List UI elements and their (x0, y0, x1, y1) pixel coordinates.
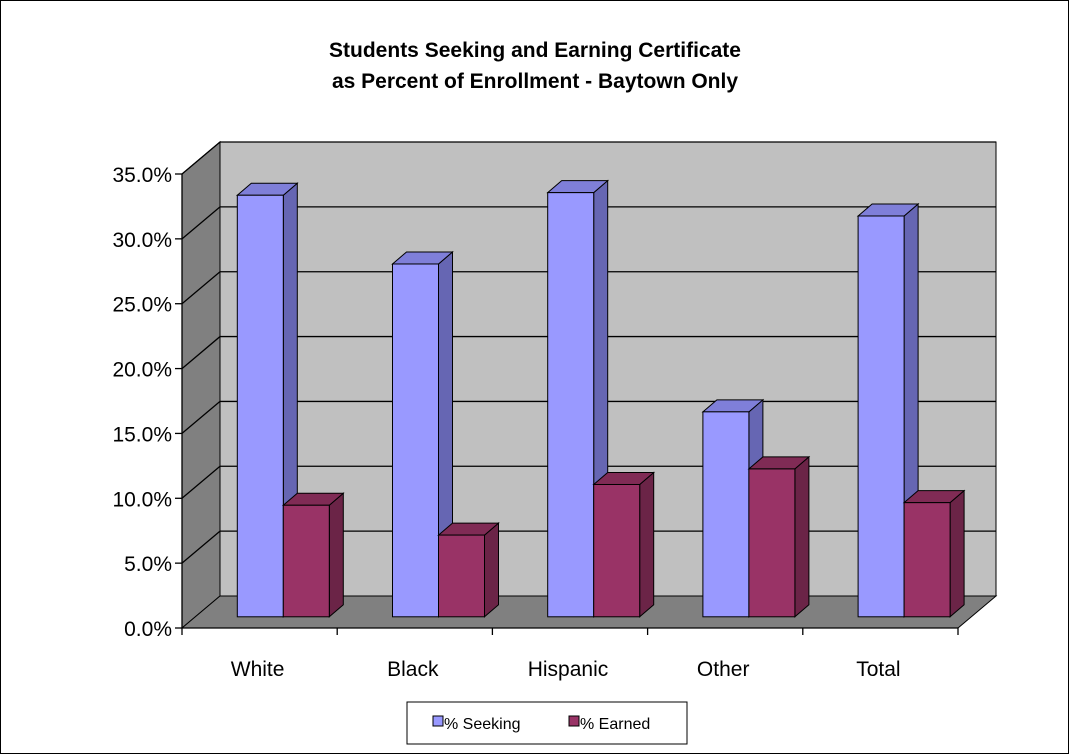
bar-side-white-earned (328, 492, 344, 618)
bar-side-hispanic-earned (639, 471, 655, 618)
side-wall (181, 140, 221, 630)
bar-side-black-earned (484, 521, 499, 618)
bar-white-seeking (236, 194, 284, 618)
bar-other-earned (748, 468, 796, 618)
x-tick-label: Total (856, 658, 900, 681)
legend-label-earned: % Earned (580, 716, 650, 733)
legend-swatch-seeking (432, 715, 444, 727)
plot-area: 0.0% 5.0% 10.0% 15.0% 20.0% 25.0% 30.0% 35.0% Wh… (112, 140, 998, 681)
y-tick-label: 35.0% (112, 164, 172, 187)
legend-label-seeking: % Seeking (444, 716, 521, 733)
x-tick-label: Hispanic (528, 658, 609, 681)
bar-side-other-earned (794, 455, 810, 618)
bar-other-seeking (702, 411, 750, 618)
y-tick-label: 5.0% (124, 553, 172, 576)
y-tick-label: 25.0% (112, 294, 172, 317)
gridline (181, 271, 996, 305)
legend-swatch-earned (568, 715, 580, 727)
bar-hispanic-earned (593, 483, 641, 618)
chart-title-line-2: as Percent of Enrollment - Baytown Only (332, 70, 738, 93)
bar-hispanic-seeking (547, 192, 595, 618)
y-tick-label: 0.0% (124, 618, 172, 641)
bar-total-seeking (857, 215, 905, 618)
bar-white-earned (282, 504, 330, 618)
bar-black-earned (438, 534, 485, 618)
x-tick-label: Other (697, 658, 750, 681)
bar-black-seeking (392, 263, 439, 618)
x-tick-label: White (231, 658, 285, 681)
legend: % Seeking % Earned (406, 701, 688, 745)
y-tick-label: 30.0% (112, 229, 172, 252)
y-tick-label: 10.0% (112, 488, 172, 511)
y-tick-label: 20.0% (112, 359, 172, 382)
chart-title-line-1: Students Seeking and Earning Certificate (329, 39, 741, 62)
bar-side-total-earned (949, 489, 965, 618)
gridline (181, 141, 996, 175)
x-tick-label: Black (387, 658, 439, 681)
bar-total-earned (903, 502, 951, 618)
gridline (181, 335, 996, 370)
y-tick-label: 15.0% (112, 423, 172, 446)
legend-box (406, 701, 688, 745)
gridline (181, 206, 996, 240)
